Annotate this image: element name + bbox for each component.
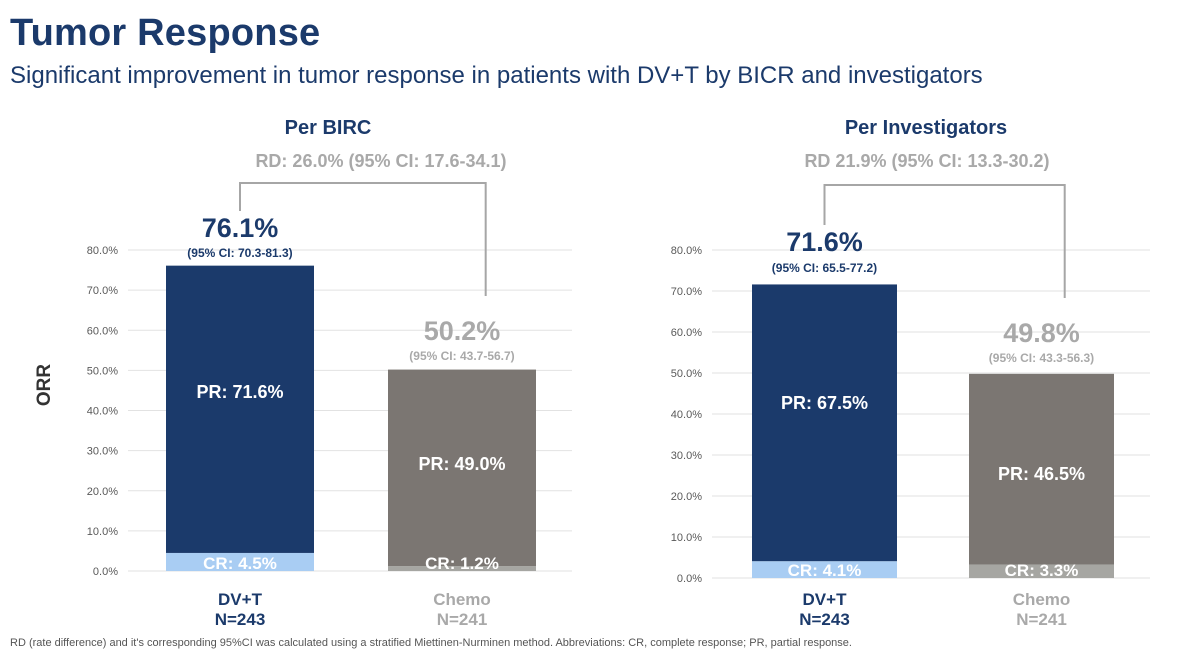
y-tick-label: 70.0%	[671, 286, 702, 298]
page-subtitle: Significant improvement in tumor respons…	[10, 62, 983, 89]
total-label: 76.1%	[202, 213, 279, 243]
y-tick-label: 60.0%	[671, 327, 702, 339]
chart-1: Per BIRC RD: 26.0% (95% CI: 17.6-34.1) 0.0…	[34, 117, 572, 629]
cr-label: CR: 3.3%	[1005, 561, 1079, 580]
bar-pr	[969, 373, 1114, 565]
y-tick-label: 0.0%	[93, 566, 118, 578]
pr-label: PR: 49.0%	[418, 454, 505, 474]
cr-label: CR: 1.2%	[425, 554, 499, 573]
bar-pr	[752, 284, 897, 562]
footnote: RD (rate difference) and it's correspond…	[10, 637, 852, 649]
ci-label: (95% CI: 43.7-56.7)	[409, 349, 514, 363]
n-label: N=241	[437, 610, 488, 629]
y-tick-label: 20.0%	[87, 486, 118, 498]
bar-cr	[166, 552, 314, 571]
n-label: N=241	[1016, 610, 1067, 629]
y-tick-label: 60.0%	[87, 325, 118, 337]
rd-bracket	[239, 182, 487, 296]
ci-label: (95% CI: 70.3-81.3)	[187, 246, 292, 260]
cr-label: CR: 4.1%	[788, 561, 862, 580]
pr-label: PR: 46.5%	[998, 464, 1085, 484]
n-label: N=243	[215, 610, 266, 629]
rd-bracket	[823, 184, 1066, 298]
bar-pr	[166, 265, 314, 553]
chart-2: Per Investigators RD 21.9% (95% CI: 13.3-…	[671, 117, 1150, 629]
y-tick-label: 0.0%	[677, 573, 702, 585]
cr-label: CR: 4.5%	[203, 554, 277, 573]
y-tick-label: 40.0%	[87, 406, 118, 418]
bar-cr	[388, 566, 536, 571]
y-axis-label: ORR	[34, 364, 55, 407]
y-tick-label: 80.0%	[87, 245, 118, 257]
total-label: 49.8%	[1003, 318, 1080, 348]
y-tick-label: 50.0%	[87, 365, 118, 377]
ci-label: (95% CI: 65.5-77.2)	[772, 261, 877, 275]
y-tick-label: 30.0%	[87, 446, 118, 458]
y-tick-label: 10.0%	[87, 526, 118, 538]
group-label: Chemo	[433, 590, 491, 609]
chart-title: Per BIRC	[285, 117, 372, 139]
total-label: 71.6%	[786, 227, 863, 257]
rd-label: RD: 26.0% (95% CI: 17.6-34.1)	[255, 151, 506, 171]
y-tick-label: 50.0%	[671, 368, 702, 380]
y-tick-label: 40.0%	[671, 409, 702, 421]
ci-label: (95% CI: 43.3-56.3)	[989, 351, 1094, 365]
y-tick-label: 20.0%	[671, 491, 702, 503]
page-title: Tumor Response	[10, 12, 321, 54]
y-tick-label: 10.0%	[671, 532, 702, 544]
bar-pr	[388, 369, 536, 567]
group-label: DV+T	[803, 590, 848, 609]
rd-label: RD 21.9% (95% CI: 13.3-30.2)	[804, 151, 1049, 171]
y-tick-label: 80.0%	[671, 245, 702, 257]
y-tick-label: 70.0%	[87, 285, 118, 297]
group-label: DV+T	[218, 590, 263, 609]
bar-cr	[752, 561, 897, 578]
chart-title: Per Investigators	[845, 117, 1007, 139]
n-label: N=243	[799, 610, 850, 629]
bar-cr	[969, 564, 1114, 578]
pr-label: PR: 67.5%	[781, 393, 868, 413]
y-tick-label: 30.0%	[671, 450, 702, 462]
total-label: 50.2%	[424, 316, 501, 346]
group-label: Chemo	[1013, 590, 1071, 609]
pr-label: PR: 71.6%	[196, 382, 283, 402]
